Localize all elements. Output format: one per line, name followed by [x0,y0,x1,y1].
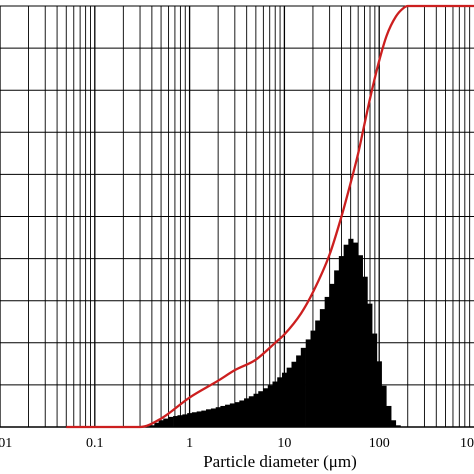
histogram-bar [334,270,340,427]
histogram-bar [386,405,392,427]
histogram-bar [372,333,378,427]
histogram-bar [163,418,169,427]
cumulative-curve [66,4,474,429]
histogram-bar [286,367,292,427]
histogram-bar [248,396,254,427]
histogram-bar [149,425,155,427]
histogram-bar [263,388,269,427]
histogram-bar [272,381,278,427]
histogram-bar [258,391,264,427]
histogram-bar [239,400,245,427]
cumulative-curve-group [66,4,474,429]
x-axis-label: Particle diameter (μm) [203,452,357,471]
histogram-bar [338,256,344,427]
x-tick-label: 0.01 [0,436,12,451]
histogram-bar [376,361,382,427]
x-tick-label: 1 [186,436,193,451]
histogram-bar [220,405,226,427]
histogram-bar [315,320,321,427]
histogram-bar [234,402,240,427]
histogram-bar [253,393,259,427]
histogram-bar [300,347,306,427]
x-tick-label: 1000 [460,436,474,451]
histogram-bar [348,238,354,427]
histogram-bar [206,409,212,427]
histogram-bar [329,283,335,427]
histogram-bar [390,420,397,427]
histogram-bar [291,361,297,427]
histogram-bar [353,242,359,427]
histogram-bars [149,238,401,427]
x-tick-label: 10 [277,436,291,451]
histogram-bar [277,377,283,427]
histogram-bar [296,355,302,427]
histogram-bar [187,413,193,427]
histogram-bar [362,276,368,427]
histogram-bar [324,296,330,427]
histogram-bar [215,407,221,427]
histogram-bar [310,330,316,427]
histogram-bar [244,398,250,427]
histogram-bar [357,255,363,427]
histogram-bar [191,412,197,427]
histogram-bar [343,244,349,427]
histogram-bar [367,303,373,427]
histogram-bar [229,403,236,427]
histogram-bar [196,411,202,427]
histogram-bar [395,425,401,427]
histogram-bar [154,422,160,427]
histogram-bar [281,372,288,427]
histogram-bar [210,408,217,427]
histogram-bar [201,410,207,427]
grid-lines [0,5,474,428]
histogram-bar [319,309,326,427]
histogram-bar [158,420,164,427]
histogram-bar [177,415,183,427]
x-tick-labels: 0.01 0.1 1 10 100 1000 [0,436,474,451]
x-tick-label: 100 [369,436,390,451]
histogram-bar [225,404,231,427]
histogram-bar [267,385,273,427]
histogram-bar [305,339,311,427]
x-tick-label: 0.1 [86,436,104,451]
histogram-bar [182,414,188,427]
histogram-bar [381,385,387,427]
histogram-bar [173,416,179,427]
histogram-bar [168,416,174,427]
